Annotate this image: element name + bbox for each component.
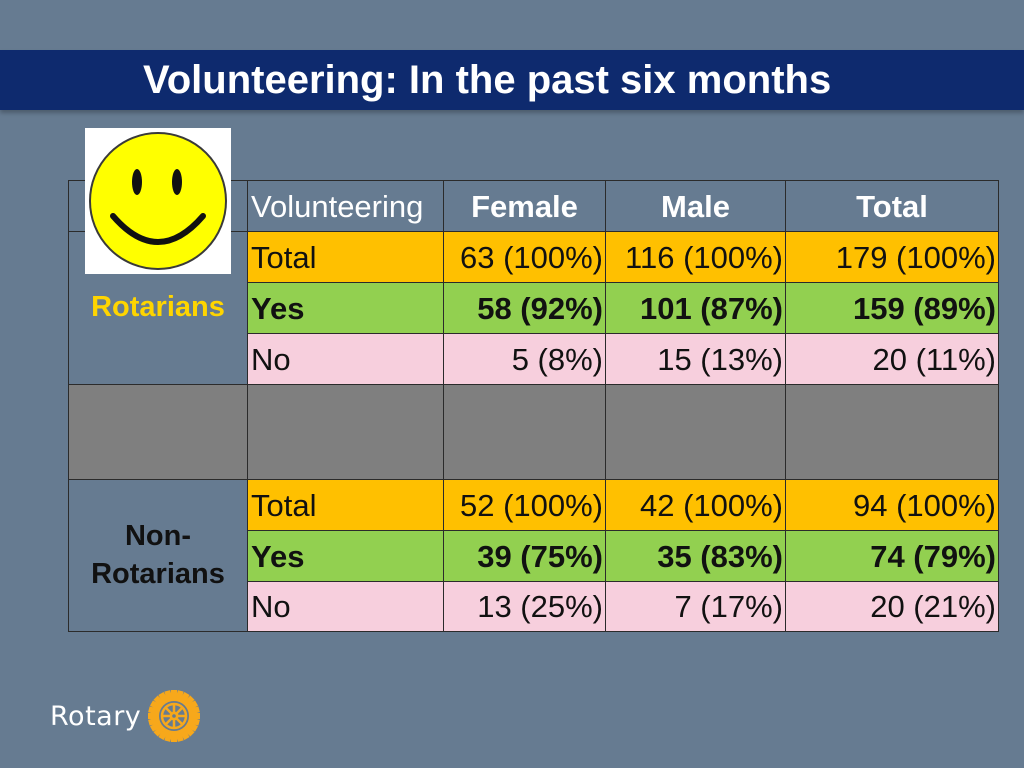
rot-no-female: 5 (8%) [443,333,606,385]
nonrot-no-male: 7 (17%) [605,581,786,632]
title-bar: Volunteering: In the past six months [0,50,1024,110]
nonrot-total-total: 94 (100%) [785,479,999,531]
smiley-face-icon [89,132,227,270]
spacer-cell [785,384,999,480]
rot-yes-male: 101 (87%) [605,282,786,334]
nonrot-yes-male: 35 (83%) [605,530,786,582]
rot-total-total: 179 (100%) [785,231,999,283]
rot-no-label: No [247,333,444,385]
rot-yes-label: Yes [247,282,444,334]
slide-title: Volunteering: In the past six months [143,58,832,102]
non-rotarians-label: Non- Rotarians [68,479,248,632]
spacer-cell [443,384,606,480]
header-volunteering: Volunteering [247,180,444,232]
rot-no-male: 15 (13%) [605,333,786,385]
nonrot-no-female: 13 (25%) [443,581,606,632]
header-female: Female [443,180,606,232]
nonrot-yes-total: 74 (79%) [785,530,999,582]
non-rotarians-label-line1: Non- [124,519,192,552]
spacer-cell [247,384,444,480]
spacer-cell [68,384,248,480]
rot-yes-female: 58 (92%) [443,282,606,334]
header-total: Total [785,180,999,232]
rot-yes-total: 159 (89%) [785,282,999,334]
nonrot-yes-female: 39 (75%) [443,530,606,582]
nonrot-no-label: No [247,581,444,632]
nonrot-total-male: 42 (100%) [605,479,786,531]
nonrot-no-total: 20 (21%) [785,581,999,632]
rot-total-male: 116 (100%) [605,231,786,283]
non-rotarians-label-line2: Rotarians [91,557,225,590]
nonrot-yes-label: Yes [247,530,444,582]
smiley-face-image [85,128,231,274]
spacer-cell [605,384,786,480]
rotary-logo-text: Rotary [50,700,142,732]
rotary-logo: Rotary [50,688,201,744]
rotary-wheel-icon [148,690,201,742]
header-male: Male [605,180,786,232]
rot-total-female: 63 (100%) [443,231,606,283]
rot-total-label: Total [247,231,444,283]
nonrot-total-label: Total [247,479,444,531]
rot-no-total: 20 (11%) [785,333,999,385]
nonrot-total-female: 52 (100%) [443,479,606,531]
